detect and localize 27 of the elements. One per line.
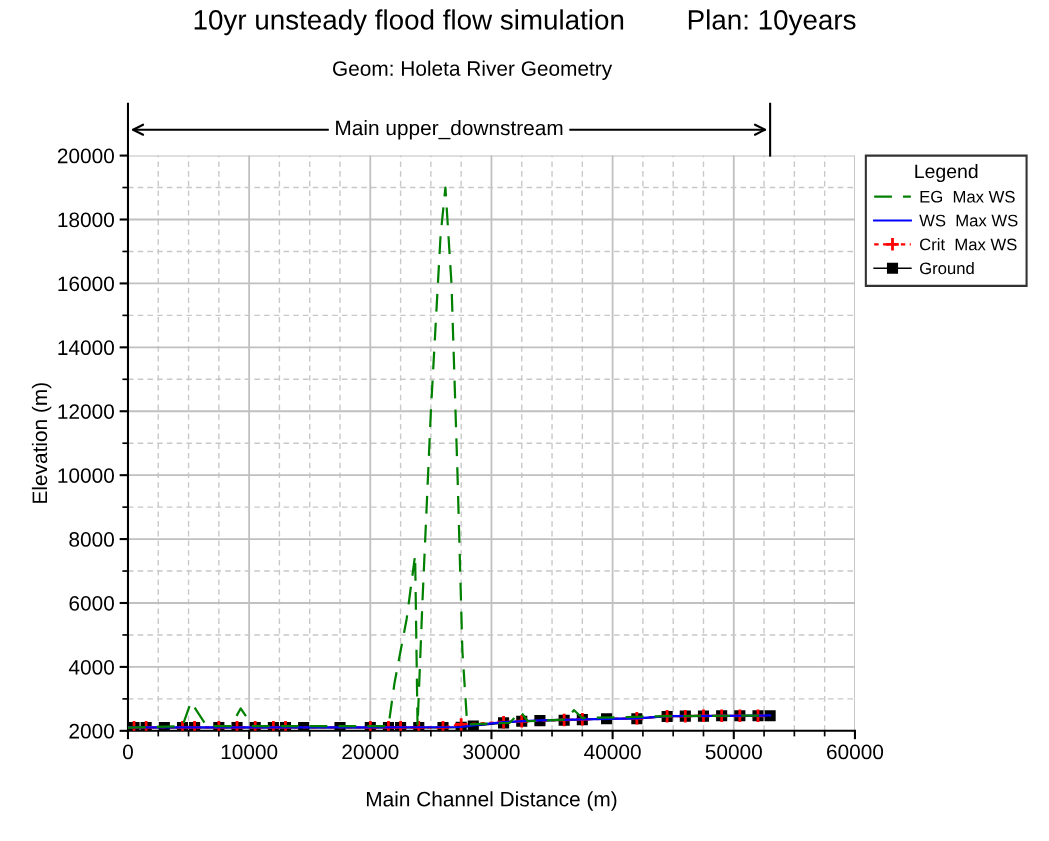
y-tick-label: 16000 bbox=[58, 276, 114, 292]
legend-label: Crit Max WS bbox=[920, 238, 1017, 251]
y-tick-label: 8000 bbox=[69, 532, 114, 547]
y-tick-label: 18000 bbox=[58, 212, 114, 228]
y-tick-label: 12000 bbox=[58, 404, 114, 419]
x-tick-label: 60000 bbox=[827, 744, 884, 760]
x-axis-title: Main Channel Distance (m) bbox=[366, 791, 617, 811]
x-tick-label: 0 bbox=[123, 744, 133, 760]
y-tick-label: 20000 bbox=[57, 148, 114, 164]
y-axis-title: Elevation (m) bbox=[31, 383, 52, 503]
x-tick-label: 50000 bbox=[705, 744, 762, 760]
legend-title: Legend bbox=[915, 163, 978, 183]
y-tick-label: 10000 bbox=[58, 468, 114, 483]
legend-label: Ground bbox=[920, 261, 974, 275]
y-tick-label: 14000 bbox=[58, 340, 114, 356]
x-tick-label: 20000 bbox=[342, 744, 399, 760]
y-tick-label: 6000 bbox=[69, 596, 114, 611]
text: Main upper_downstream bbox=[336, 119, 563, 140]
x-tick-label: 10000 bbox=[221, 744, 278, 760]
chart-subtitle: Geom: Holeta River Geometry bbox=[333, 60, 613, 81]
legend-label: WS Max WS bbox=[919, 214, 1018, 227]
legend-label: EG Max WS bbox=[920, 190, 1015, 203]
y-tick-label: 4000 bbox=[68, 659, 114, 675]
x-tick-label: 30000 bbox=[463, 744, 520, 760]
x-tick-label: 40000 bbox=[584, 744, 641, 760]
y-tick-label: 2000 bbox=[69, 723, 114, 739]
chart-title: 10yr unsteady flood flow simulation Plan: 10years bbox=[194, 9, 856, 36]
